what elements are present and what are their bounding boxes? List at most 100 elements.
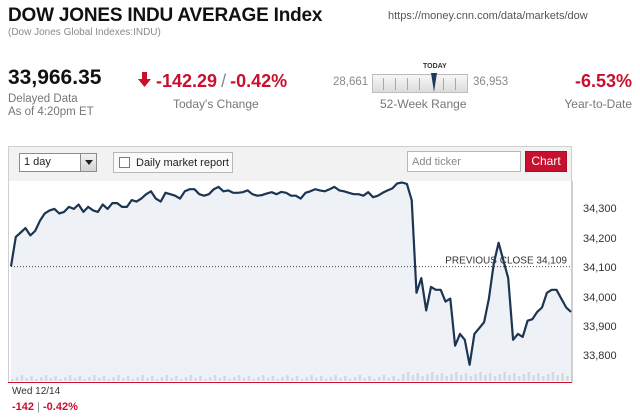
change-value: -142.29 bbox=[156, 71, 218, 91]
volume-bar bbox=[503, 372, 506, 381]
volume-bar bbox=[276, 379, 279, 381]
volume-bar bbox=[64, 377, 67, 381]
range-tick bbox=[395, 78, 396, 90]
volume-bar bbox=[469, 376, 473, 381]
volume-bar bbox=[189, 375, 193, 381]
page-title: DOW JONES INDU AVERAGE Index bbox=[8, 5, 323, 26]
range-low: 28,661 bbox=[333, 76, 369, 88]
volume-bar bbox=[237, 375, 241, 381]
price-chart[interactable]: PREVIOUS CLOSE 34,109 bbox=[8, 181, 572, 382]
volume-bar bbox=[556, 375, 559, 381]
price-chart-svg: PREVIOUS CLOSE 34,109 bbox=[9, 181, 572, 381]
today-marker-label: TODAY bbox=[423, 63, 447, 70]
y-tick-label: 34,100 bbox=[583, 262, 617, 275]
chevron-down-icon[interactable] bbox=[80, 154, 96, 171]
volume-bar bbox=[73, 378, 77, 381]
volume-bar bbox=[542, 376, 545, 381]
volume-bar bbox=[493, 376, 497, 381]
change-percent: -0.42% bbox=[230, 71, 288, 91]
page-url[interactable]: https://money.cnn.com/data/markets/dow bbox=[388, 10, 588, 22]
last-price: 33,966.35 bbox=[8, 66, 102, 89]
volume-bar bbox=[551, 372, 555, 381]
volume-bar bbox=[40, 377, 43, 381]
range-tick bbox=[383, 78, 384, 90]
previous-close-label: PREVIOUS CLOSE 34,109 bbox=[445, 256, 567, 267]
volume-bar bbox=[93, 375, 96, 381]
period-select[interactable]: 1 day bbox=[19, 153, 97, 172]
daily-market-report-label: Daily market report bbox=[136, 157, 229, 169]
volume-bar bbox=[233, 377, 236, 381]
volume-bar bbox=[377, 377, 381, 381]
volume-bar bbox=[334, 375, 337, 381]
volume-bar bbox=[252, 379, 255, 381]
volume-bar bbox=[131, 379, 135, 381]
volume-bar bbox=[382, 375, 386, 381]
delayed-data-note: Delayed Data As of 4:20pm ET bbox=[8, 93, 94, 119]
volume-bar bbox=[397, 379, 400, 381]
volume-bar bbox=[35, 379, 38, 381]
footer-change-percent: -0.42% bbox=[43, 401, 78, 413]
volume-bar bbox=[324, 379, 328, 381]
volume-bar bbox=[126, 376, 130, 381]
volume-bar bbox=[122, 378, 125, 381]
volume-bar bbox=[136, 377, 139, 381]
volume-bar bbox=[344, 376, 347, 381]
add-ticker-input[interactable] bbox=[407, 151, 521, 172]
volume-bar bbox=[474, 374, 477, 381]
volume-bar bbox=[194, 378, 197, 381]
y-axis-line bbox=[572, 181, 573, 382]
volume-bar bbox=[262, 375, 265, 381]
volume-bar bbox=[11, 379, 14, 381]
volume-bar bbox=[180, 379, 183, 381]
volume-bar bbox=[464, 373, 468, 381]
range-tick bbox=[419, 78, 420, 90]
ytd-label: Year-to-Date bbox=[564, 97, 632, 111]
volume-bar bbox=[455, 372, 458, 381]
volume-bar bbox=[488, 373, 492, 381]
ytd-change: -6.53% bbox=[574, 71, 632, 91]
chart-button[interactable]: Chart bbox=[525, 151, 567, 172]
page-subtitle: (Dow Jones Global Indexes:INDU) bbox=[8, 27, 161, 38]
volume-bar bbox=[300, 379, 304, 381]
volume-bar bbox=[291, 378, 294, 381]
volume-bar bbox=[387, 378, 391, 381]
today-marker-icon bbox=[431, 73, 437, 92]
volume-bar bbox=[247, 376, 251, 381]
volume-bar bbox=[450, 374, 453, 381]
volume-bar bbox=[281, 377, 284, 381]
volume-bar bbox=[271, 376, 275, 381]
volume-bar bbox=[421, 376, 424, 381]
volume-bar bbox=[117, 375, 120, 381]
volume-bar bbox=[199, 376, 202, 381]
volume-bar bbox=[213, 375, 217, 381]
volume-bar bbox=[546, 374, 550, 381]
chart-toolbar: 1 day Daily market report Chart bbox=[8, 146, 572, 181]
volume-bar bbox=[184, 377, 188, 381]
volume-bar bbox=[310, 375, 313, 381]
volume-bar bbox=[561, 373, 564, 381]
daily-market-report-toggle[interactable]: Daily market report bbox=[113, 152, 233, 173]
volume-bar bbox=[566, 376, 569, 381]
volume-bar bbox=[522, 374, 526, 381]
price-line bbox=[9, 181, 572, 366]
checkbox[interactable] bbox=[119, 157, 130, 168]
volume-bar bbox=[204, 379, 207, 381]
volume-bar bbox=[286, 375, 289, 381]
volume-bar bbox=[445, 376, 448, 381]
period-select-value: 1 day bbox=[24, 156, 51, 168]
volume-bar bbox=[416, 373, 419, 381]
chart-date: Wed 12/14 bbox=[12, 386, 61, 397]
volume-bar bbox=[15, 377, 19, 381]
volume-bar bbox=[112, 377, 115, 381]
volume-bar bbox=[363, 378, 366, 381]
volume-bar bbox=[160, 377, 164, 381]
volume-bar bbox=[392, 376, 395, 381]
volume-bar bbox=[54, 376, 57, 381]
change-separator: / bbox=[221, 71, 227, 91]
y-tick-label: 34,200 bbox=[583, 232, 617, 245]
range-high: 36,953 bbox=[473, 76, 509, 88]
volume-bar bbox=[532, 375, 535, 381]
volume-bar bbox=[479, 372, 482, 381]
volume-bar bbox=[353, 377, 357, 381]
volume-bar bbox=[406, 372, 410, 381]
